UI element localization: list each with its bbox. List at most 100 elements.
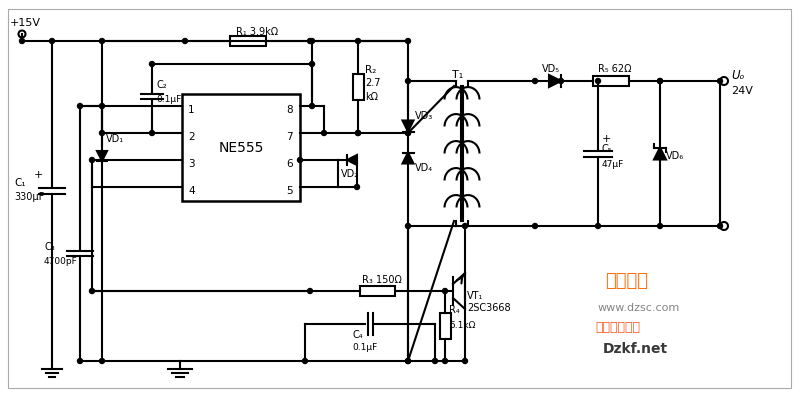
Polygon shape (549, 75, 561, 87)
Text: VD₄: VD₄ (415, 163, 433, 173)
Bar (593, 76, 629, 86)
Text: VD₃: VD₃ (415, 111, 434, 121)
Circle shape (354, 185, 359, 190)
Text: 维库一下: 维库一下 (605, 272, 648, 290)
Circle shape (406, 131, 410, 135)
Circle shape (433, 358, 438, 364)
Polygon shape (402, 152, 414, 164)
Text: C₃: C₃ (44, 242, 54, 251)
Text: Dzkf.net: Dzkf.net (603, 342, 668, 356)
Circle shape (718, 78, 722, 84)
Circle shape (658, 223, 662, 228)
Text: +: + (34, 170, 43, 180)
Text: 2SC3668: 2SC3668 (467, 303, 510, 313)
Circle shape (406, 358, 410, 364)
Text: 2: 2 (188, 132, 194, 142)
Text: 电子开发社区: 电子开发社区 (595, 321, 640, 334)
Text: NE555: NE555 (218, 141, 264, 154)
Text: R₂: R₂ (365, 65, 376, 75)
Text: VD₁: VD₁ (106, 134, 124, 144)
Circle shape (150, 61, 154, 67)
Text: T₁: T₁ (452, 70, 464, 80)
Circle shape (658, 78, 662, 84)
Circle shape (595, 223, 601, 228)
Circle shape (355, 38, 361, 44)
Circle shape (90, 158, 94, 162)
Polygon shape (402, 120, 414, 131)
Circle shape (533, 223, 538, 228)
Circle shape (307, 38, 313, 44)
Text: +15V: +15V (10, 18, 41, 28)
Text: C₂: C₂ (156, 80, 166, 90)
Circle shape (78, 103, 82, 109)
Circle shape (406, 38, 410, 44)
Text: C₄: C₄ (352, 330, 362, 340)
Circle shape (355, 131, 361, 135)
Circle shape (99, 38, 105, 44)
Circle shape (355, 131, 361, 135)
Circle shape (462, 223, 467, 228)
Circle shape (406, 223, 410, 228)
Circle shape (90, 289, 94, 293)
Text: 330μF: 330μF (14, 192, 44, 202)
Text: kΩ: kΩ (365, 92, 378, 102)
Circle shape (442, 289, 447, 293)
Text: VD₂: VD₂ (341, 169, 359, 179)
Polygon shape (97, 151, 107, 161)
Text: R₅ 62Ω: R₅ 62Ω (598, 64, 632, 74)
Bar (182, 94, 300, 201)
Circle shape (307, 289, 313, 293)
Text: 1: 1 (188, 105, 194, 115)
Text: 4700pF: 4700pF (44, 257, 78, 265)
Text: 3: 3 (188, 159, 194, 169)
Text: 0.1μF: 0.1μF (156, 95, 182, 104)
Text: R₄: R₄ (449, 305, 460, 315)
Circle shape (298, 158, 302, 162)
Circle shape (533, 78, 538, 84)
Text: C₁: C₁ (14, 178, 26, 188)
Text: 24V: 24V (731, 86, 753, 96)
Circle shape (718, 223, 722, 228)
Circle shape (19, 38, 25, 44)
Text: VD₆: VD₆ (666, 150, 684, 160)
Circle shape (406, 358, 410, 364)
Text: 47μF: 47μF (602, 160, 624, 169)
Text: R₁ 3.9kΩ: R₁ 3.9kΩ (235, 27, 278, 37)
Circle shape (99, 131, 105, 135)
Circle shape (462, 358, 467, 364)
Bar (353, 74, 363, 100)
Circle shape (595, 78, 601, 84)
Circle shape (310, 38, 314, 44)
Circle shape (406, 78, 410, 84)
Circle shape (182, 38, 187, 44)
Circle shape (442, 358, 447, 364)
Text: VT₁: VT₁ (467, 291, 483, 301)
Text: 7: 7 (286, 132, 293, 142)
Text: 8: 8 (286, 105, 293, 115)
Bar (230, 36, 266, 46)
Text: R₃ 150Ω: R₃ 150Ω (362, 275, 402, 285)
Text: 5: 5 (286, 186, 293, 196)
Text: www.dzsc.com: www.dzsc.com (598, 303, 680, 313)
Bar (360, 286, 395, 296)
Circle shape (406, 131, 410, 135)
Text: VD₅: VD₅ (542, 64, 560, 74)
Circle shape (78, 358, 82, 364)
Text: 5.1kΩ: 5.1kΩ (449, 321, 475, 330)
Circle shape (302, 358, 307, 364)
Text: +: + (602, 133, 611, 143)
Circle shape (322, 131, 326, 135)
Text: 6: 6 (286, 159, 293, 169)
Circle shape (310, 103, 314, 109)
Circle shape (150, 131, 154, 135)
Circle shape (558, 78, 563, 84)
Text: Uₒ: Uₒ (731, 69, 745, 82)
Polygon shape (654, 147, 666, 160)
Circle shape (99, 358, 105, 364)
Text: 2.7: 2.7 (365, 78, 381, 88)
Polygon shape (347, 155, 357, 165)
Circle shape (658, 78, 662, 84)
Circle shape (50, 38, 54, 44)
Circle shape (99, 103, 105, 109)
Text: C₅: C₅ (602, 143, 613, 154)
